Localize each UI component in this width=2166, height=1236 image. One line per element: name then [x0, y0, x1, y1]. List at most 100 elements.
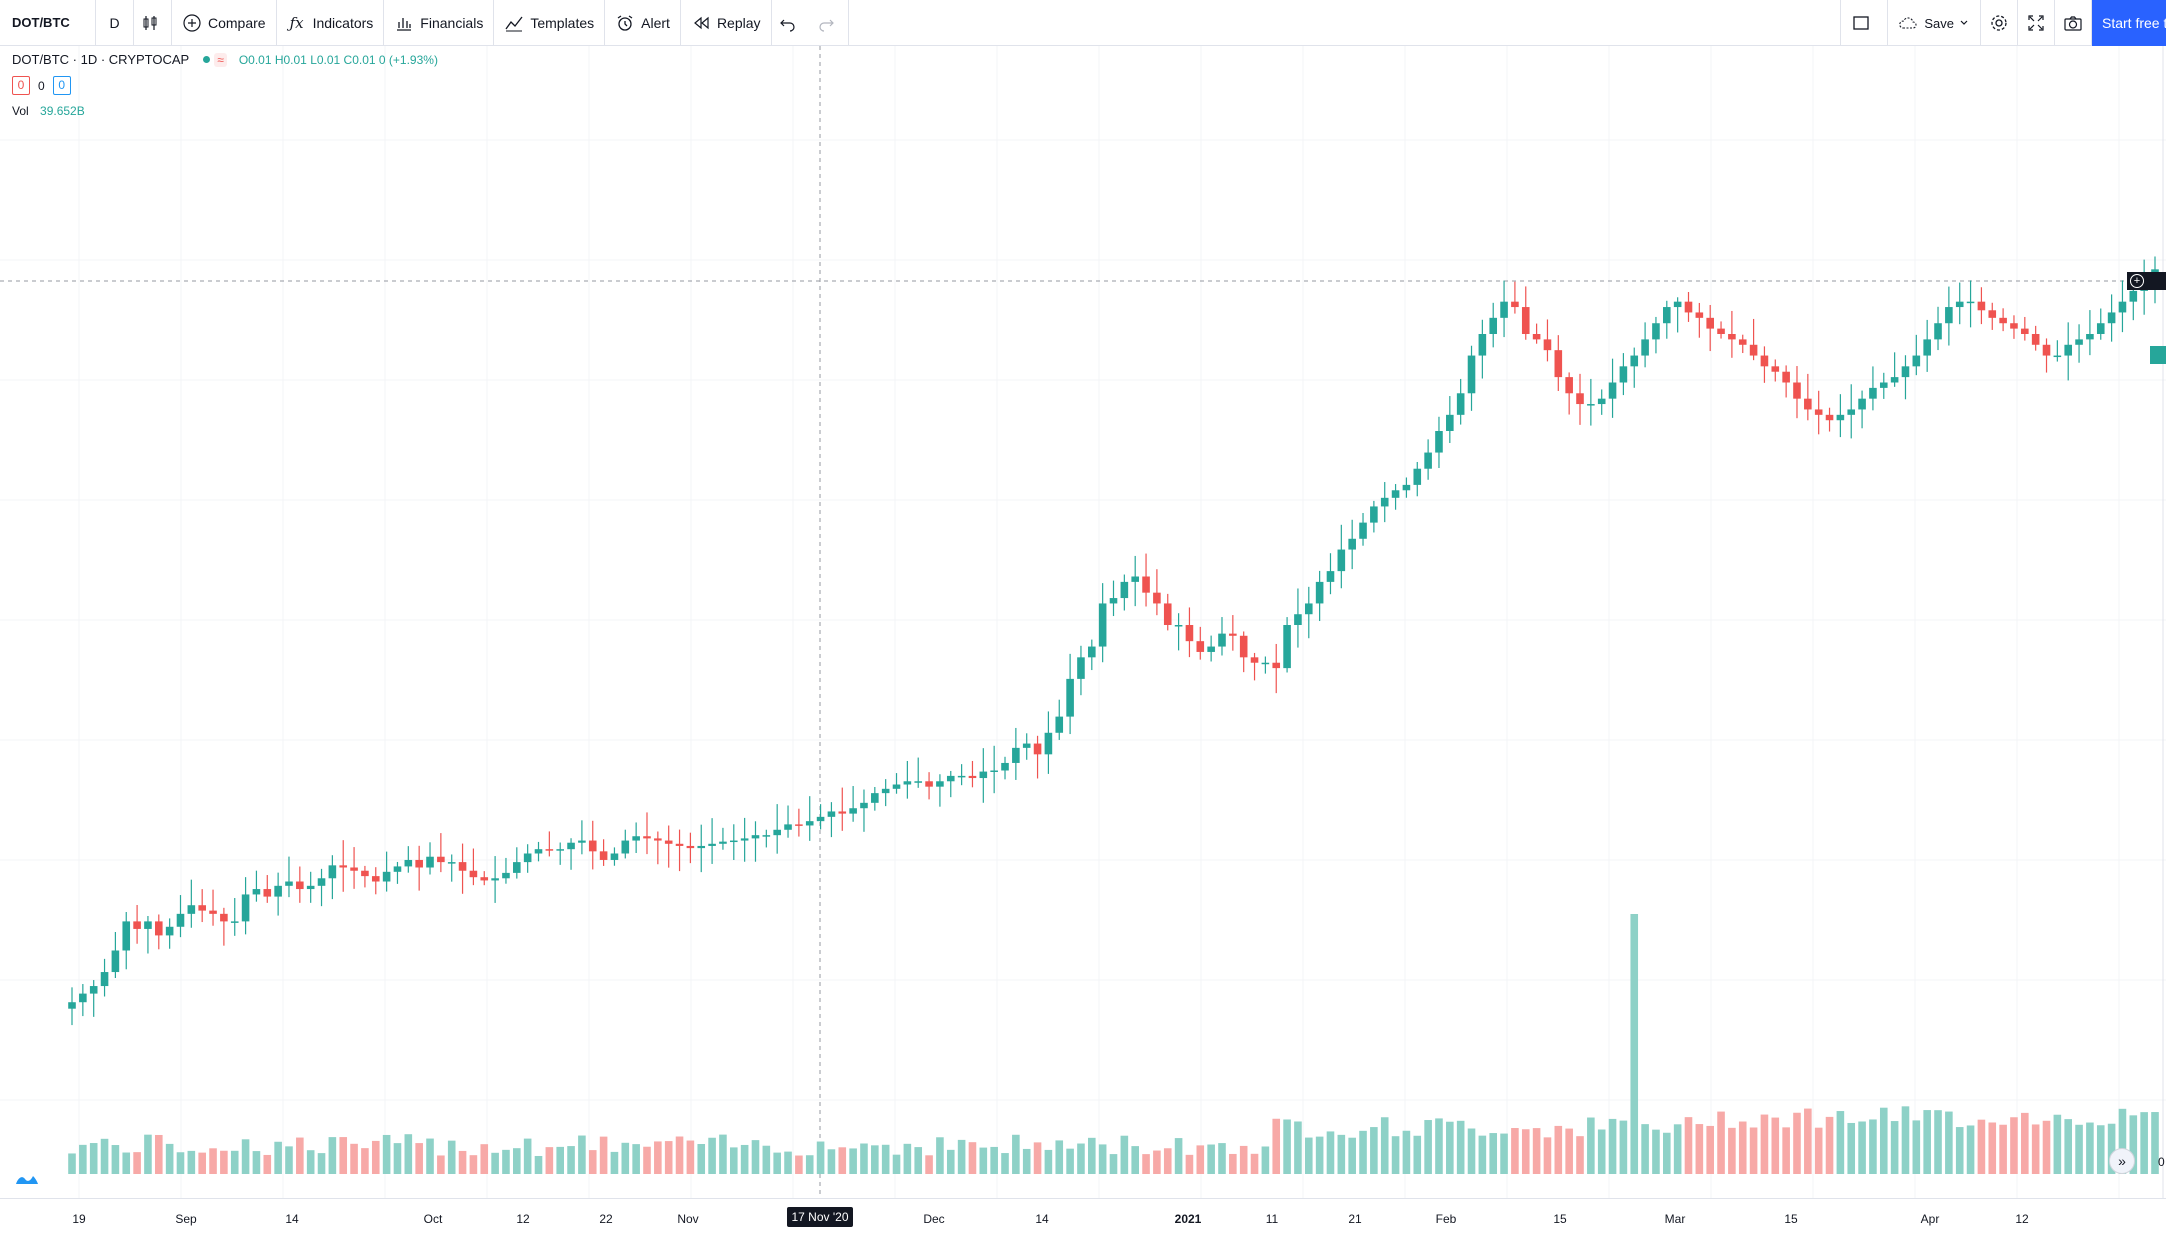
templates-button[interactable]: Templates — [494, 0, 606, 46]
volume-bar — [968, 1142, 977, 1174]
volume-bar — [415, 1143, 423, 1174]
volume-bar — [1597, 1129, 1606, 1174]
replay-button[interactable]: Replay — [681, 0, 772, 46]
interval-button[interactable]: D — [96, 0, 134, 46]
layout-square-icon — [1851, 13, 1871, 33]
symbol-search-button[interactable]: DOT/BTC — [0, 0, 96, 46]
undo-button[interactable] — [772, 0, 810, 46]
sell-button[interactable]: 0 — [12, 76, 30, 95]
candle-body — [1738, 339, 1747, 345]
candle-body — [588, 840, 597, 852]
candle-body — [805, 821, 814, 826]
volume-bar — [306, 1150, 315, 1174]
candle-body — [111, 950, 120, 973]
buy-button[interactable]: 0 — [52, 76, 71, 95]
time-axis[interactable]: 19 Sep 14 Oct 12 22 Nov Dec 14 2021 11 21 Feb 15 Mar 15… — [0, 1198, 2166, 1236]
candle-body — [545, 849, 554, 851]
candle-body — [1923, 339, 1931, 356]
volume-bar — [1543, 1137, 1552, 1174]
volume-bar — [871, 1145, 879, 1174]
volume-bar — [1120, 1135, 1129, 1174]
volume-bar — [838, 1147, 847, 1174]
start-free-trial-button[interactable]: Start free trial — [2092, 0, 2166, 46]
volume-bar — [654, 1141, 662, 1174]
candle-body — [404, 859, 413, 867]
volume-bar — [1673, 1124, 1682, 1174]
fullscreen-button[interactable] — [2018, 0, 2055, 46]
candle-body — [1695, 312, 1704, 318]
volume-bar — [1717, 1111, 1725, 1174]
volume-bar — [361, 1148, 369, 1174]
volume-bar — [1923, 1110, 1931, 1174]
volume-bar — [1066, 1148, 1074, 1174]
candle-body — [1760, 355, 1769, 367]
layout-button[interactable] — [1840, 0, 1889, 46]
redo-button[interactable] — [810, 0, 849, 46]
candle-body — [1229, 633, 1237, 636]
snapshot-button[interactable] — [2055, 0, 2092, 46]
volume-bar — [740, 1144, 749, 1174]
volume-bar — [599, 1136, 608, 1174]
volume-bar — [946, 1149, 955, 1174]
volume-bar — [1033, 1142, 1042, 1174]
candle-body — [816, 816, 825, 822]
save-button[interactable]: Save — [1888, 0, 1981, 46]
tradingview-logo-icon[interactable] — [14, 1170, 40, 1190]
add-plus-icon: + — [2130, 274, 2144, 288]
volume-bar — [491, 1152, 499, 1174]
candle-body — [2042, 344, 2051, 356]
financials-button[interactable]: Financials — [384, 0, 495, 46]
volume-value: 39.652B — [40, 104, 85, 118]
volume-bar — [588, 1150, 597, 1174]
volume-bar — [1500, 1133, 1508, 1174]
volume-bar — [1858, 1121, 1866, 1174]
volume-bar — [2096, 1125, 2105, 1174]
volume-bar — [1272, 1118, 1281, 1174]
start-free-trial-label: Start free trial — [2102, 15, 2166, 31]
volume-bar — [1391, 1136, 1400, 1174]
volume-bar — [393, 1143, 402, 1174]
candle-body — [382, 871, 391, 882]
volume-bar — [437, 1155, 445, 1174]
volume-bar — [2107, 1123, 2116, 1174]
time-tick-label: 11 — [1265, 1212, 1279, 1226]
indicators-button[interactable]: ƒx Indicators — [277, 0, 385, 46]
volume-bar — [426, 1138, 434, 1174]
volume-bar — [1565, 1128, 1573, 1174]
candle-body — [306, 885, 315, 890]
financials-icon — [394, 13, 414, 33]
volume-bar — [805, 1155, 814, 1174]
volume-bar — [2021, 1112, 2029, 1174]
candle-body — [1652, 323, 1660, 340]
volume-bar — [1348, 1137, 1356, 1174]
settings-button[interactable] — [1981, 0, 2018, 46]
volume-legend: Vol 39.652B — [12, 104, 85, 118]
scroll-to-realtime-button[interactable]: » — [2109, 1148, 2135, 1174]
candle-body — [1153, 592, 1161, 604]
time-tick-label: 12 — [516, 1212, 530, 1226]
candle-body — [1142, 576, 1150, 593]
crosshair-price-marker[interactable]: + — [2127, 272, 2166, 290]
candle-body — [339, 865, 348, 868]
price-chart[interactable] — [0, 0, 2166, 1198]
candle-body — [1543, 339, 1552, 351]
volume-bar — [1207, 1144, 1215, 1174]
candle-body — [1988, 310, 1997, 318]
alert-button[interactable]: Alert — [605, 0, 681, 46]
compare-button[interactable]: Compare — [172, 0, 277, 46]
volume-bar — [708, 1137, 716, 1174]
volume-bar — [2031, 1124, 2040, 1174]
volume-bar — [339, 1137, 348, 1174]
candle-body — [1413, 468, 1422, 485]
volume-bar — [1576, 1136, 1584, 1174]
candle-body — [773, 829, 781, 836]
candle-body — [1120, 581, 1129, 599]
candle-body — [1500, 301, 1508, 318]
candle-body — [1348, 538, 1356, 550]
candle-body — [426, 856, 434, 868]
candle-body — [1554, 350, 1563, 378]
candle-body — [100, 972, 109, 987]
candle-body — [328, 865, 337, 879]
double-chevron-right-icon: » — [2118, 1153, 2126, 1169]
chart-style-button[interactable] — [134, 0, 172, 46]
